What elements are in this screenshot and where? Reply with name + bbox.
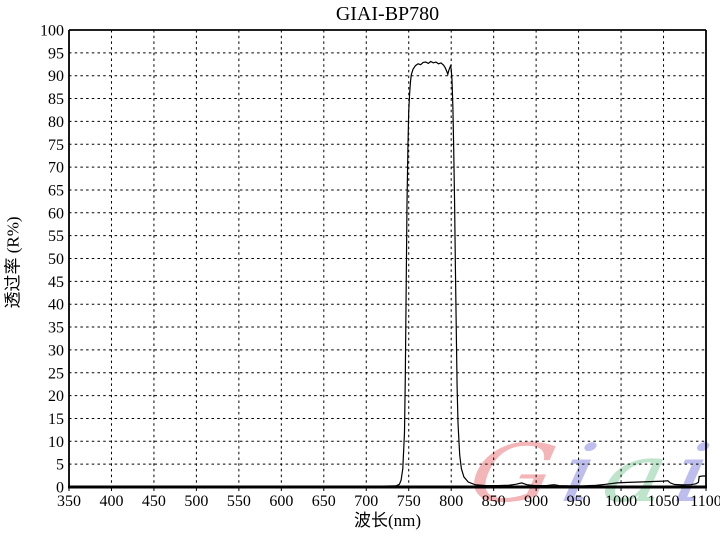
svg-text:45: 45 xyxy=(48,274,64,291)
svg-text:1000: 1000 xyxy=(605,493,637,510)
x-tick-labels: 350 400 450 500 550 600 650 700 750 800 850 900 950 1… xyxy=(57,493,720,510)
svg-text:65: 65 xyxy=(48,182,64,199)
svg-text:350: 350 xyxy=(57,493,81,510)
svg-text:1050: 1050 xyxy=(648,493,680,510)
svg-text:100: 100 xyxy=(40,23,64,40)
svg-text:55: 55 xyxy=(48,228,64,245)
svg-text:400: 400 xyxy=(99,493,123,510)
svg-text:40: 40 xyxy=(48,297,64,314)
svg-text:75: 75 xyxy=(48,137,64,154)
transmission-curve xyxy=(69,60,706,487)
y-tick-labels: 0 5 10 15 20 25 30 35 40 45 50 55 60 65 70 75 80 85 90 95 10… xyxy=(40,23,64,497)
svg-text:450: 450 xyxy=(142,493,166,510)
svg-text:15: 15 xyxy=(48,411,64,428)
x-axis-title: 波长(nm) xyxy=(353,511,422,530)
y-axis-title: 透过率 (R%) xyxy=(3,216,23,309)
svg-text:60: 60 xyxy=(48,205,64,222)
svg-text:900: 900 xyxy=(524,493,548,510)
svg-text:70: 70 xyxy=(48,160,64,177)
svg-text:700: 700 xyxy=(354,493,378,510)
svg-text:500: 500 xyxy=(184,493,208,510)
svg-text:80: 80 xyxy=(48,114,64,131)
svg-text:30: 30 xyxy=(48,342,64,359)
axis-border xyxy=(68,29,707,489)
svg-text:85: 85 xyxy=(48,91,64,108)
svg-text:20: 20 xyxy=(48,388,64,405)
svg-text:10: 10 xyxy=(48,434,64,451)
svg-text:600: 600 xyxy=(269,493,293,510)
svg-text:950: 950 xyxy=(567,493,591,510)
svg-text:35: 35 xyxy=(48,320,64,337)
svg-text:800: 800 xyxy=(439,493,463,510)
svg-text:50: 50 xyxy=(48,251,64,268)
svg-text:90: 90 xyxy=(48,68,64,85)
svg-text:650: 650 xyxy=(312,493,336,510)
svg-text:550: 550 xyxy=(227,493,251,510)
grid-lines xyxy=(69,30,706,487)
svg-text:850: 850 xyxy=(482,493,506,510)
svg-text:750: 750 xyxy=(397,493,421,510)
x-tick-marks xyxy=(68,487,707,491)
chart-title: GIAI-BP780 xyxy=(335,3,440,25)
svg-text:25: 25 xyxy=(48,365,64,382)
svg-text:0: 0 xyxy=(56,480,64,497)
svg-text:5: 5 xyxy=(56,457,64,474)
svg-text:95: 95 xyxy=(48,45,64,62)
svg-text:1100: 1100 xyxy=(690,493,720,510)
